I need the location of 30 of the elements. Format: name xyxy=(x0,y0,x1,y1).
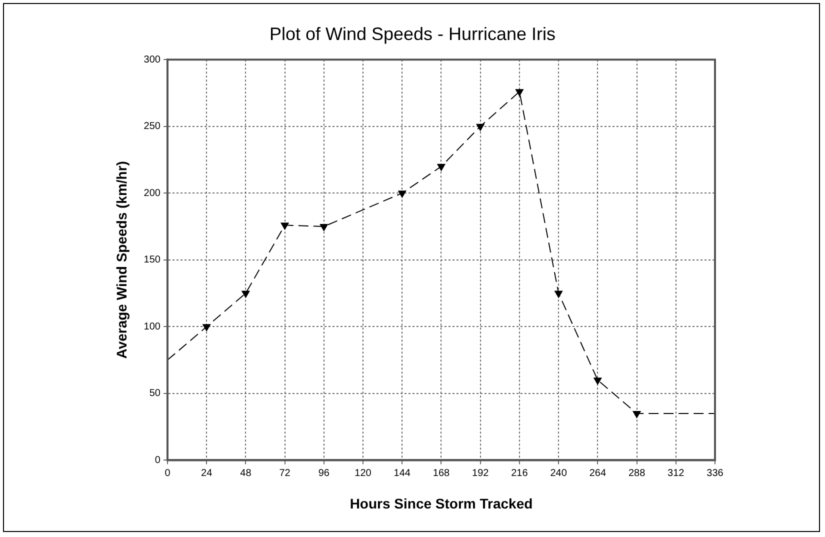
x-tick-label: 336 xyxy=(706,468,724,479)
x-tick-label: 168 xyxy=(432,468,450,479)
y-tick-label: 100 xyxy=(144,321,161,332)
x-tick-label: 120 xyxy=(354,468,372,479)
x-tick-label: 192 xyxy=(472,468,490,479)
x-tick-label: 240 xyxy=(550,468,568,479)
y-tick-label: 150 xyxy=(144,254,161,266)
x-tick-label: 288 xyxy=(628,468,646,479)
x-tick-label: 144 xyxy=(394,468,411,479)
point xyxy=(242,290,250,298)
y-tick-label: 300 xyxy=(144,54,161,66)
x-tick-label: 216 xyxy=(511,468,528,479)
x-tick-label: 0 xyxy=(164,468,171,479)
point xyxy=(515,89,524,96)
x-tick-label: 96 xyxy=(318,468,330,479)
x-tick-label: 72 xyxy=(279,468,291,479)
y-tick-label: 200 xyxy=(144,188,161,199)
x-tick-label: 48 xyxy=(240,468,252,479)
chart-title: Plot of Wind Speeds - Hurricane Iris xyxy=(269,24,556,44)
x-tick-label: 312 xyxy=(668,468,685,479)
y-axis-title: Average Wind Speeds (km/hr) xyxy=(113,161,130,359)
point xyxy=(594,378,602,385)
y-tick-label: 250 xyxy=(144,121,161,132)
y-tick-label: 0 xyxy=(154,454,161,466)
x-tick-label: 24 xyxy=(201,468,213,479)
point xyxy=(320,224,328,232)
y-tick-label: 50 xyxy=(149,388,161,400)
x-tick-label: 264 xyxy=(589,468,606,479)
x-axis-title: Hours Since Storm Tracked xyxy=(350,495,533,512)
point xyxy=(280,222,289,230)
